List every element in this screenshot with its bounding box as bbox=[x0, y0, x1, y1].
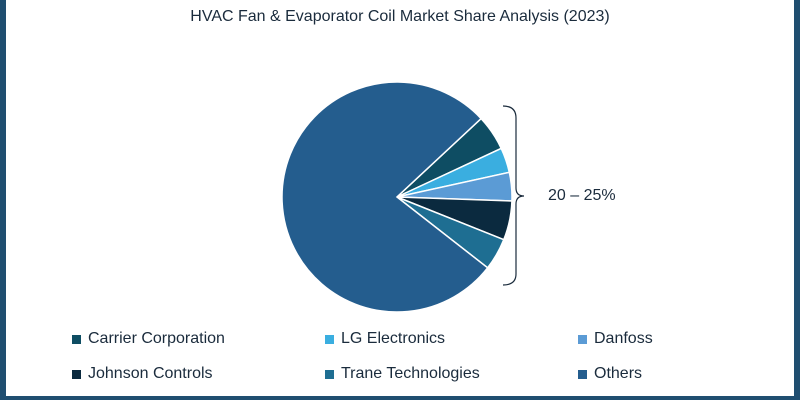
annotation-bracket bbox=[502, 105, 525, 286]
pie-slice-others bbox=[281, 81, 489, 313]
chart-title: HVAC Fan & Evaporator Coil Market Share … bbox=[190, 8, 610, 25]
annotation-label: 20 – 25% bbox=[548, 187, 616, 204]
left-border bbox=[0, 0, 6, 400]
pie-slices bbox=[281, 81, 513, 313]
bottom-border bbox=[0, 396, 800, 400]
right-border bbox=[794, 0, 800, 400]
